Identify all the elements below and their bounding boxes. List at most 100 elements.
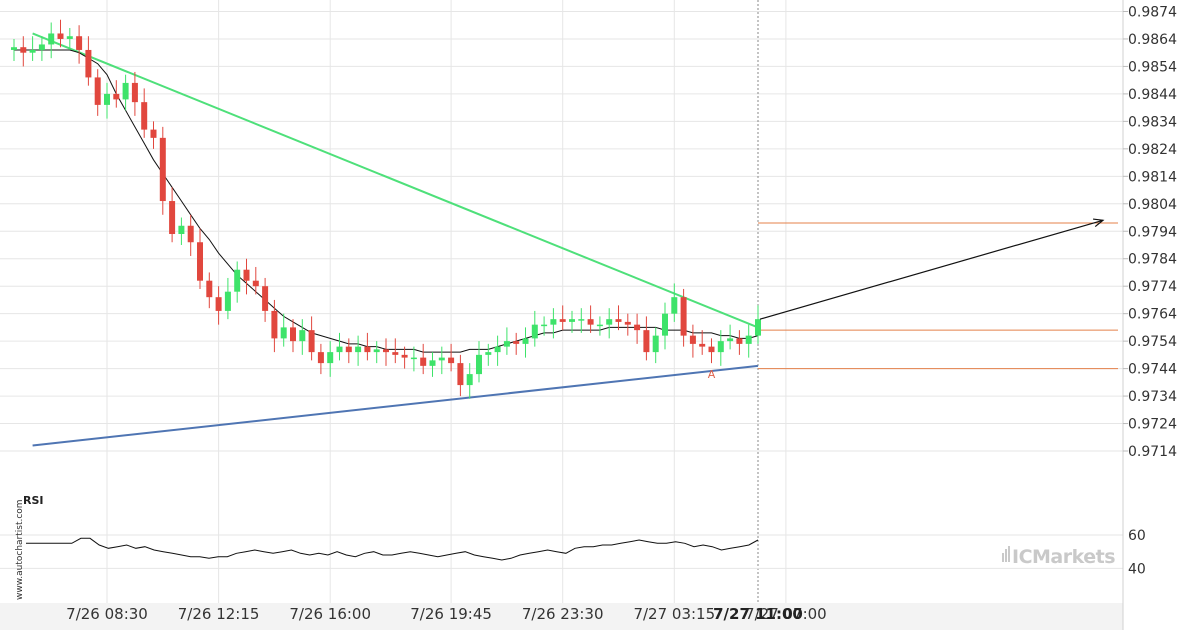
- candle-body: [94, 77, 101, 105]
- candle-body: [271, 310, 278, 339]
- y-tick-label: 0.9774: [1128, 279, 1177, 295]
- support-line: [32, 364, 759, 447]
- candle-bear: [317, 343, 324, 375]
- candle-body: [308, 330, 315, 353]
- candle-body: [606, 319, 613, 325]
- candle-bull: [745, 324, 752, 358]
- candle-bear: [513, 332, 520, 355]
- candle-body: [317, 352, 324, 364]
- candle-bear: [587, 305, 594, 333]
- candle-bear: [215, 286, 222, 325]
- candle-bull: [596, 316, 603, 336]
- candle-bull: [336, 332, 343, 361]
- candle-body: [11, 47, 17, 50]
- candle-body: [290, 327, 296, 342]
- candle-body: [466, 374, 473, 386]
- candle-bear: [76, 25, 83, 64]
- candle-body: [578, 319, 585, 321]
- candle-body: [122, 82, 129, 100]
- x-axis-ticks: 7/26 08:30 7/26 12:15 7/26 16:00 7/26 19:45…: [66, 605, 827, 623]
- rsi-panel: RSI: [23, 494, 759, 561]
- candle-body: [522, 338, 529, 344]
- candle-body: [262, 286, 269, 311]
- candle-body: [587, 319, 594, 325]
- candle-bull: [541, 316, 548, 336]
- candle-body: [76, 36, 83, 50]
- candle-body: [615, 319, 622, 322]
- overlay: A: [708, 218, 1105, 381]
- rsi-tick-label: 40: [1128, 561, 1146, 577]
- candle-body: [541, 324, 548, 327]
- x-tick-label: 7/26 19:45: [410, 605, 492, 623]
- candle-body: [131, 82, 138, 103]
- candle-bear: [187, 214, 194, 256]
- candle-bull: [66, 27, 73, 50]
- y-tick-label: 0.9844: [1128, 87, 1177, 103]
- candle-body: [596, 324, 603, 327]
- candle-bear: [308, 316, 315, 361]
- pattern-annotation: A: [708, 368, 716, 381]
- resistance-line: [32, 32, 759, 329]
- candle-body: [503, 341, 510, 347]
- current-time-label: 7/27 11:00: [713, 605, 803, 623]
- candle-body: [550, 319, 557, 325]
- y-axis-band: [1123, 0, 1200, 630]
- candle-body: [624, 321, 631, 325]
- candle-body: [429, 360, 436, 366]
- candle-bear: [290, 319, 296, 353]
- candle-body: [243, 269, 250, 281]
- forecast-arrow-head: [1092, 218, 1105, 228]
- candle-bull: [652, 327, 659, 364]
- candle-bull: [11, 38, 17, 61]
- candle-body: [401, 354, 408, 358]
- candle-bull: [485, 343, 492, 366]
- candle-bear: [680, 288, 687, 347]
- candle-body: [736, 338, 743, 344]
- candle-bull: [224, 277, 231, 320]
- candle-bear: [689, 324, 696, 358]
- rsi-line: [26, 537, 759, 561]
- candle-bear: [559, 305, 566, 331]
- candle-body: [531, 324, 538, 339]
- candle-body: [745, 335, 752, 344]
- candle-bear: [113, 80, 120, 108]
- candle-bear: [150, 121, 157, 149]
- candle-bull: [410, 346, 417, 372]
- x-tick-label: 7/26 12:15: [178, 605, 260, 623]
- x-axis-band: [0, 603, 1123, 630]
- candle-bull: [606, 308, 613, 339]
- candle-body: [327, 352, 334, 364]
- y-tick-label: 0.9764: [1128, 307, 1177, 323]
- candle-body: [652, 335, 659, 353]
- candle-body: [643, 330, 650, 353]
- candle-body: [494, 346, 501, 353]
- candle-body: [215, 297, 222, 311]
- candle-body: [345, 346, 352, 353]
- candle-body: [662, 313, 668, 336]
- candle-bull: [373, 341, 380, 364]
- candles: [11, 19, 761, 399]
- candle-body: [392, 352, 399, 355]
- candle-body: [448, 357, 455, 364]
- candle-bear: [401, 346, 408, 369]
- candle-bull: [578, 308, 585, 333]
- brand-prefix: IC: [1012, 546, 1032, 568]
- candle-body: [457, 363, 464, 386]
- candle-body: [48, 33, 55, 45]
- y-tick-label: 0.9754: [1128, 334, 1177, 350]
- candle-bull: [755, 305, 761, 344]
- candle-body: [708, 346, 715, 353]
- candle-bull: [522, 327, 529, 358]
- candle-body: [569, 319, 575, 322]
- candle-body: [187, 225, 194, 243]
- candle-bull: [48, 22, 55, 59]
- candle-body: [559, 319, 566, 322]
- candle-bull: [476, 341, 482, 383]
- candle-bull: [104, 82, 110, 119]
- candle-body: [476, 354, 482, 375]
- candle-body: [38, 44, 45, 50]
- brand-name: ICMarkets: [1012, 546, 1115, 568]
- candle-body: [699, 343, 706, 347]
